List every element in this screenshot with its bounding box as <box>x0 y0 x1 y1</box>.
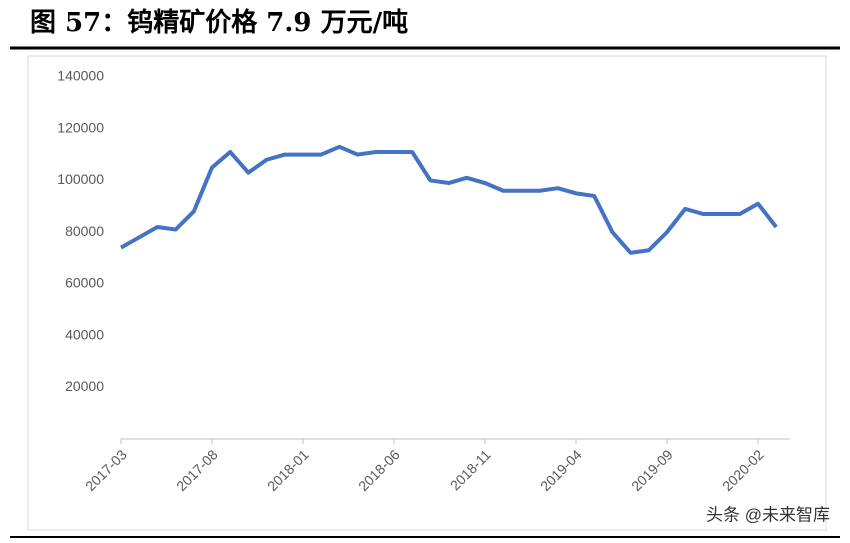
y-tick-label: 140000 <box>57 68 104 84</box>
x-tick-label: 2018-06 <box>355 446 403 494</box>
chart-frame <box>27 55 827 531</box>
y-tick-label: 80000 <box>65 223 104 239</box>
x-tick-label: 2018-01 <box>264 446 312 494</box>
y-tick-label: 100000 <box>57 171 104 187</box>
x-tick-label: 2017-08 <box>173 446 221 494</box>
chart-title: 图 57：钨精矿价格 7.9 万元/吨 <box>30 7 408 38</box>
watermark: 头条 @未来智库 <box>706 505 830 524</box>
y-tick-label: 120000 <box>57 119 104 135</box>
y-tick-label: 40000 <box>65 326 104 342</box>
x-tick-label: 2019-09 <box>628 446 676 494</box>
price-line <box>120 144 778 255</box>
x-tick-label: 2019-04 <box>537 446 585 494</box>
y-tick-label: 60000 <box>65 275 104 291</box>
x-tick-label: 2020-02 <box>719 446 767 494</box>
x-tick-label: 2018-11 <box>447 446 494 493</box>
y-tick-label: 20000 <box>65 378 104 394</box>
x-tick-label: 2017-03 <box>82 446 130 494</box>
